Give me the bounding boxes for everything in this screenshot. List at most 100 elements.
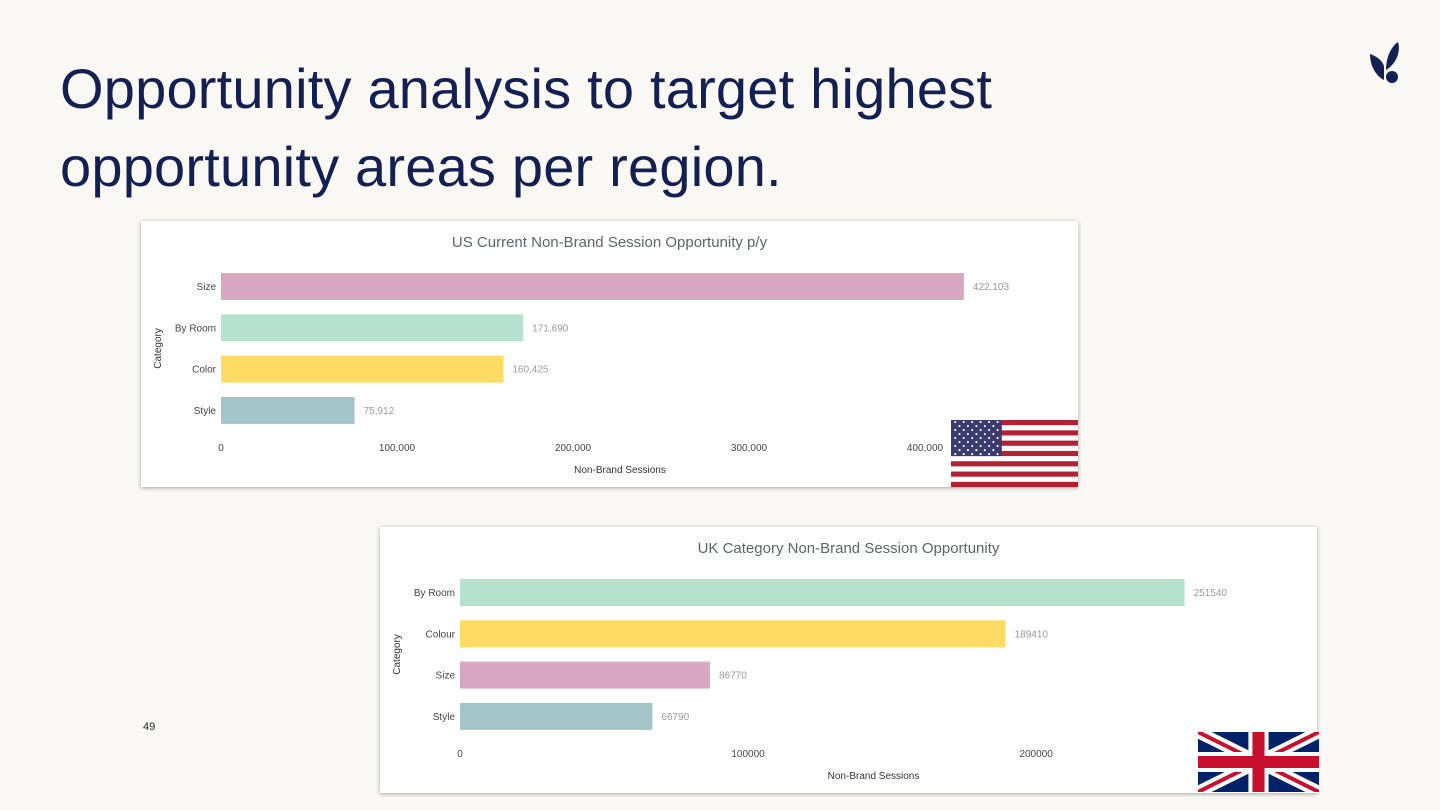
flag-star: [975, 440, 978, 444]
flag-star: [979, 420, 982, 424]
flag-star: [996, 436, 999, 440]
uk-value-label: 86770: [719, 671, 747, 682]
flag-star: [983, 424, 986, 428]
uk-bar-style: [460, 702, 653, 730]
flag-star: [992, 432, 995, 436]
leaf-logo-icon: [1370, 42, 1399, 83]
uk-bar-by-room: [460, 579, 1185, 606]
flag-star: [962, 420, 965, 424]
flag-star: [988, 453, 991, 456]
us-value-label: 160,425: [512, 365, 549, 376]
uk-value-label: 66790: [661, 712, 689, 723]
us-chart-card: US Current Non-Brand Session Opportunity…: [141, 221, 1078, 487]
flag-star: [966, 440, 970, 444]
flag-star: [966, 424, 970, 428]
us-bar-by-room: [221, 314, 524, 342]
flag-star: [958, 424, 961, 428]
us-bar-color: [221, 355, 504, 383]
flag-star: [962, 436, 965, 440]
us-x-axis-title: Non-Brand Sessions: [574, 465, 666, 476]
uk-chart-title: UK Category Non-Brand Session Opportunit…: [698, 540, 1000, 557]
uk-category-label: By Room: [414, 588, 455, 599]
flag-star: [996, 445, 999, 448]
flag-star: [983, 440, 986, 444]
flag-star: [975, 424, 978, 428]
uk-flag-icon: [1198, 732, 1319, 792]
uk-category-label: Colour: [426, 629, 456, 640]
flag-stripe: [951, 440, 1078, 446]
flag-star: [954, 428, 957, 432]
us-bar-chart: US Current Non-Brand Session Opportunity…: [153, 234, 1010, 476]
flag-star: [962, 445, 965, 448]
us-x-tick-label: 200,000: [555, 443, 592, 454]
us-x-tick-label: 300,000: [731, 443, 768, 454]
us-value-label: 75,912: [364, 406, 395, 417]
flag-star: [983, 432, 986, 436]
flag-star: [988, 420, 991, 424]
flag-stripe: [951, 450, 1078, 457]
flag-star: [992, 424, 995, 428]
flag-star: [988, 428, 991, 432]
slide-title: Opportunity analysis to target highest o…: [60, 57, 993, 198]
flag-star: [954, 420, 957, 424]
flag-star: [996, 453, 999, 456]
flag-star: [958, 440, 961, 444]
flag-stripe: [951, 461, 1078, 467]
flag-star: [971, 428, 974, 432]
flag-star: [975, 432, 978, 436]
flag-star: [996, 428, 999, 432]
uk-x-axis-title: Non-Brand Sessions: [828, 771, 920, 782]
uk-y-axis-title: Category: [392, 634, 403, 675]
flag-stripe: [951, 481, 1078, 487]
uk-chart-card: UK Category Non-Brand Session Opportunit…: [380, 527, 1317, 793]
us-x-tick-label: 100,000: [379, 443, 416, 454]
flag-stripe: [951, 471, 1078, 477]
us-chart-title: US Current Non-Brand Session Opportunity…: [452, 234, 768, 251]
page-number: 49: [143, 721, 156, 733]
flag-star: [992, 449, 995, 452]
flag-star: [971, 420, 974, 424]
us-category-label: Style: [194, 406, 217, 417]
flag-stripe: [951, 430, 1078, 436]
us-category-label: Size: [197, 282, 217, 293]
flag-star: [954, 453, 957, 456]
flag-star: [988, 436, 991, 440]
flag-stripe: [951, 420, 1078, 426]
flag-star: [958, 432, 961, 436]
us-y-axis-title: Category: [153, 328, 164, 369]
us-x-tick-label: 0: [218, 443, 224, 454]
flag-star: [954, 436, 957, 440]
flag-star: [966, 432, 970, 436]
flag-star: [979, 445, 982, 448]
flag-star: [996, 420, 999, 424]
uk-bar-chart: UK Category Non-Brand Session Opportunit…: [392, 540, 1228, 782]
uk-x-tick-label: 200000: [1019, 749, 1053, 760]
flag-star: [988, 445, 991, 448]
flag-star: [983, 449, 986, 452]
us-category-label: By Room: [175, 323, 216, 334]
uk-value-label: 189410: [1015, 629, 1049, 640]
us-x-tick-label: 400,000: [907, 443, 944, 454]
us-flag-icon: [951, 420, 1078, 487]
flag-star: [962, 428, 965, 432]
flag-star: [979, 453, 982, 456]
flag-star: [971, 445, 974, 448]
flag-star: [954, 445, 957, 448]
us-bar-style: [221, 396, 355, 424]
flag-star: [962, 453, 965, 456]
uk-category-label: Style: [433, 712, 456, 723]
uk-bar-size: [460, 661, 710, 689]
flag-star: [979, 428, 982, 432]
uk-bar-colour: [460, 620, 1006, 648]
us-value-label: 422,103: [973, 282, 1010, 293]
flag-star: [975, 449, 978, 452]
flag-star: [966, 449, 970, 452]
us-bar-size: [221, 273, 964, 300]
uk-x-tick-label: 100000: [731, 749, 765, 760]
flag-star: [958, 449, 961, 452]
flag-star: [979, 436, 982, 440]
uk-value-label: 251540: [1194, 588, 1228, 599]
uk-x-tick-label: 0: [457, 749, 463, 760]
us-value-label: 171,690: [532, 323, 569, 334]
us-category-label: Color: [192, 365, 217, 376]
